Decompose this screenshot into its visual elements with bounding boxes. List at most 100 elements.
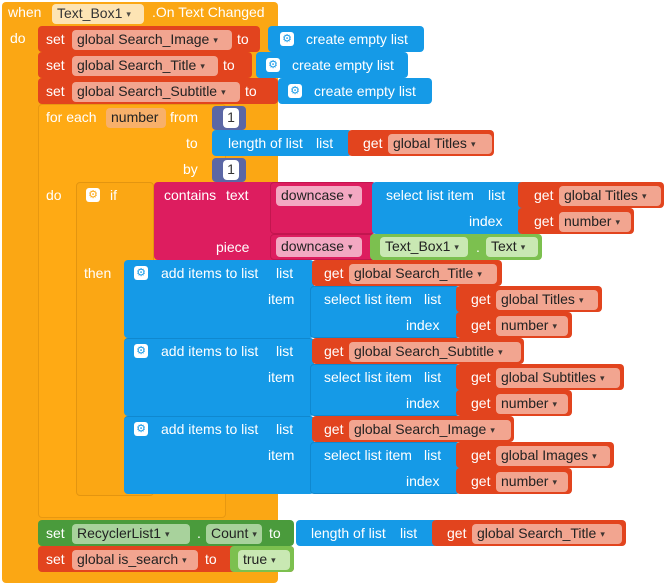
- textbox-dropdown[interactable]: Text_Box1 ▾: [380, 237, 468, 257]
- get-label: get: [324, 343, 344, 359]
- list-label: list: [316, 135, 334, 151]
- gear-icon[interactable]: ⚙: [288, 84, 302, 98]
- get-var-dropdown[interactable]: global Search_Title ▾: [472, 524, 622, 544]
- gear-icon[interactable]: ⚙: [134, 422, 148, 436]
- select-list-item-label: select list item: [324, 447, 412, 463]
- get-var-dropdown[interactable]: global Titles ▾: [388, 134, 492, 154]
- to-label: to: [205, 551, 217, 567]
- add-items-block[interactable]: [124, 338, 314, 416]
- get-var-dropdown[interactable]: global Titles ▾: [496, 290, 598, 310]
- gear-icon[interactable]: ⚙: [134, 344, 148, 358]
- from-number[interactable]: 1: [223, 108, 239, 128]
- get-var-dropdown[interactable]: global Subtitles ▾: [496, 368, 620, 388]
- loop-var[interactable]: number: [106, 108, 166, 128]
- get-label: get: [471, 369, 491, 385]
- true-dropdown[interactable]: true ▾: [238, 550, 290, 570]
- index-label: index: [406, 395, 440, 411]
- create-empty-list-label: create empty list: [292, 57, 394, 73]
- by-number[interactable]: 1: [223, 160, 239, 180]
- if-label: if: [110, 187, 117, 203]
- to-label: to: [237, 31, 249, 47]
- index-label: index: [406, 317, 440, 333]
- item-label: item: [268, 291, 295, 307]
- get-label: get: [324, 265, 344, 281]
- when-label: when: [8, 4, 42, 20]
- set-label: set: [46, 31, 65, 47]
- get-var-dropdown[interactable]: global Search_Image ▾: [349, 420, 511, 440]
- select-list-item-label: select list item: [324, 369, 412, 385]
- add-items-block[interactable]: [124, 416, 314, 494]
- set-label: set: [46, 83, 65, 99]
- text-label: text: [226, 187, 249, 203]
- gear-icon[interactable]: ⚙: [134, 266, 148, 280]
- then-label: then: [84, 265, 112, 281]
- text-prop-dropdown[interactable]: Text ▾: [486, 237, 538, 257]
- add-items-label: add items to list: [161, 421, 259, 437]
- downcase-dropdown[interactable]: downcase ▾: [276, 186, 362, 206]
- list-label: list: [400, 525, 418, 541]
- length-of-list-label: length of list: [228, 135, 303, 151]
- create-empty-list-label: create empty list: [314, 83, 416, 99]
- length-of-list-label: length of list: [311, 525, 386, 541]
- get-var-dropdown[interactable]: number ▾: [496, 316, 568, 336]
- event-name: .On Text Changed: [152, 4, 265, 20]
- create-empty-list-block[interactable]: [256, 52, 408, 78]
- add-items-label: add items to list: [161, 265, 259, 281]
- length-of-list-block[interactable]: [212, 130, 352, 156]
- get-var-dropdown[interactable]: global Search_Subtitle ▾: [349, 342, 521, 362]
- list-label: list: [424, 447, 442, 463]
- item-label: item: [268, 447, 295, 463]
- to-label: to: [186, 135, 198, 151]
- var-dropdown[interactable]: global is_search ▾: [72, 550, 198, 570]
- get-label: get: [534, 213, 554, 229]
- get-var-dropdown[interactable]: global Images ▾: [496, 446, 610, 466]
- var-dropdown[interactable]: global Search_Title ▾: [72, 56, 218, 76]
- set-label: set: [46, 525, 65, 541]
- for-each-label: for each: [46, 109, 97, 125]
- add-items-block[interactable]: [124, 260, 314, 338]
- get-label: get: [447, 525, 467, 541]
- add-items-label: add items to list: [161, 343, 259, 359]
- to-label: to: [223, 57, 235, 73]
- list-label: list: [276, 343, 294, 359]
- index-label: index: [406, 473, 440, 489]
- piece-label: piece: [216, 239, 250, 255]
- select-list-item-block[interactable]: [372, 182, 524, 234]
- create-empty-list-block[interactable]: [278, 78, 432, 104]
- get-var-dropdown[interactable]: number ▾: [496, 472, 568, 492]
- gear-icon[interactable]: ⚙: [266, 58, 280, 72]
- gear-icon[interactable]: ⚙: [86, 188, 100, 202]
- list-label: list: [424, 369, 442, 385]
- get-var-dropdown[interactable]: number ▾: [496, 394, 568, 414]
- set-label: set: [46, 551, 65, 567]
- component-dropdown[interactable]: Text_Box1 ▾: [52, 4, 144, 24]
- list-label: list: [424, 291, 442, 307]
- get-label: get: [471, 473, 491, 489]
- create-empty-list-label: create empty list: [306, 31, 408, 47]
- select-list-item-block[interactable]: [310, 286, 460, 338]
- component-dropdown[interactable]: RecyclerList1 ▾: [72, 524, 190, 544]
- get-label: get: [363, 135, 383, 151]
- get-label: get: [534, 187, 554, 203]
- downcase-dropdown[interactable]: downcase ▾: [276, 237, 362, 257]
- prop-dropdown[interactable]: Count ▾: [206, 524, 262, 544]
- length-of-list-block[interactable]: [296, 520, 438, 546]
- create-empty-list-block[interactable]: [268, 26, 424, 52]
- list-label: list: [276, 265, 294, 281]
- event-do-label: do: [10, 30, 26, 46]
- var-dropdown[interactable]: global Search_Image ▾: [72, 30, 232, 50]
- get-label: get: [471, 291, 491, 307]
- contains-label: contains: [164, 187, 217, 203]
- get-var-dropdown[interactable]: global Titles ▾: [559, 186, 661, 206]
- get-var-dropdown[interactable]: global Search_Title ▾: [349, 264, 497, 284]
- gear-icon[interactable]: ⚙: [280, 32, 294, 46]
- get-var-dropdown[interactable]: number ▾: [559, 212, 631, 232]
- set-label: set: [46, 57, 65, 73]
- to-label: to: [269, 525, 281, 541]
- select-list-item-block[interactable]: [310, 442, 460, 494]
- var-dropdown[interactable]: global Search_Subtitle ▾: [72, 82, 240, 102]
- loop-do-label: do: [46, 187, 62, 203]
- select-list-item-label: select list item: [324, 291, 412, 307]
- select-list-item-block[interactable]: [310, 364, 460, 416]
- index-label: index: [469, 213, 503, 229]
